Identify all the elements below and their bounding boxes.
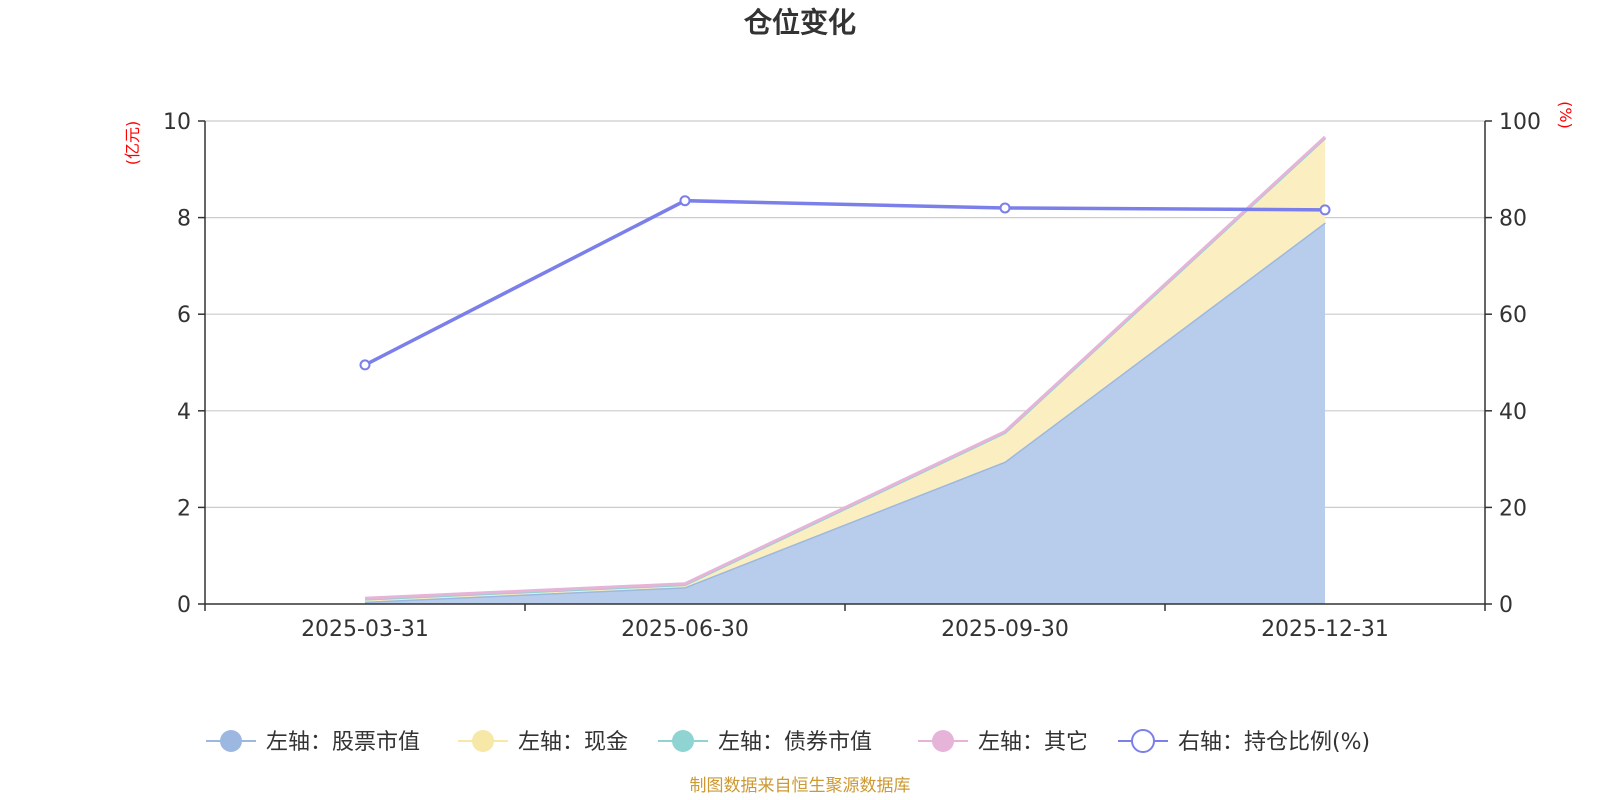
ratio-point	[1319, 204, 1331, 216]
ratio-line-path	[364, 198, 1326, 367]
legend-marker	[672, 730, 694, 752]
right-tick-label: 100	[1499, 110, 1541, 135]
holding-ratio-line	[359, 195, 1331, 371]
legend-label: 左轴：股票市值	[266, 730, 420, 755]
right-axis-unit: (%)	[1556, 101, 1575, 129]
left-tick-label: 10	[163, 110, 191, 135]
legend-marker	[1131, 729, 1155, 753]
ratio-point	[999, 202, 1011, 214]
right-tick-label: 20	[1499, 496, 1527, 521]
legend-marker	[472, 730, 494, 752]
left-tick-label: 2	[177, 496, 191, 521]
stacked-areas	[364, 135, 1327, 604]
legend-label: 左轴：现金	[518, 730, 628, 755]
legend: 左轴：股票市值 左轴：现金 左轴：债券市值 左轴：其它 右轴：持仓比例(%)	[206, 729, 1370, 755]
ratio-point	[359, 359, 371, 371]
x-tick-label: 2025-12-31	[1261, 617, 1389, 642]
left-tick-label: 4	[177, 400, 191, 425]
left-tick-label: 8	[177, 207, 191, 232]
area-line	[364, 135, 1327, 600]
legend-item[interactable]: 左轴：债券市值	[658, 730, 872, 755]
chart-title: 仓位变化	[744, 6, 856, 39]
left-tick-label: 0	[177, 593, 191, 618]
right-tick-label: 0	[1499, 593, 1513, 618]
x-tick-label: 2025-09-30	[941, 617, 1069, 642]
data-source-note: 制图数据来自恒生聚源数据库	[690, 776, 911, 796]
legend-item[interactable]: 左轴：现金	[458, 730, 628, 755]
legend-label: 左轴：其它	[978, 730, 1088, 755]
right-tick-label: 60	[1499, 303, 1527, 328]
legend-item[interactable]: 右轴：持仓比例(%)	[1118, 729, 1370, 755]
legend-label: 左轴：债券市值	[718, 730, 872, 755]
legend-label: 右轴：持仓比例(%)	[1178, 730, 1370, 755]
x-tick-label: 2025-06-30	[621, 617, 749, 642]
legend-marker	[220, 730, 242, 752]
legend-item[interactable]: 左轴：其它	[918, 730, 1088, 755]
x-tick-label: 2025-03-31	[301, 617, 429, 642]
ratio-point	[679, 195, 691, 207]
legend-item[interactable]: 左轴：股票市值	[206, 730, 420, 755]
right-tick-label: 40	[1499, 400, 1527, 425]
right-tick-label: 80	[1499, 207, 1527, 232]
area-fill	[365, 222, 1325, 604]
left-axis-unit: (亿元)	[123, 121, 142, 166]
legend-marker	[932, 730, 954, 752]
left-tick-label: 6	[177, 303, 191, 328]
